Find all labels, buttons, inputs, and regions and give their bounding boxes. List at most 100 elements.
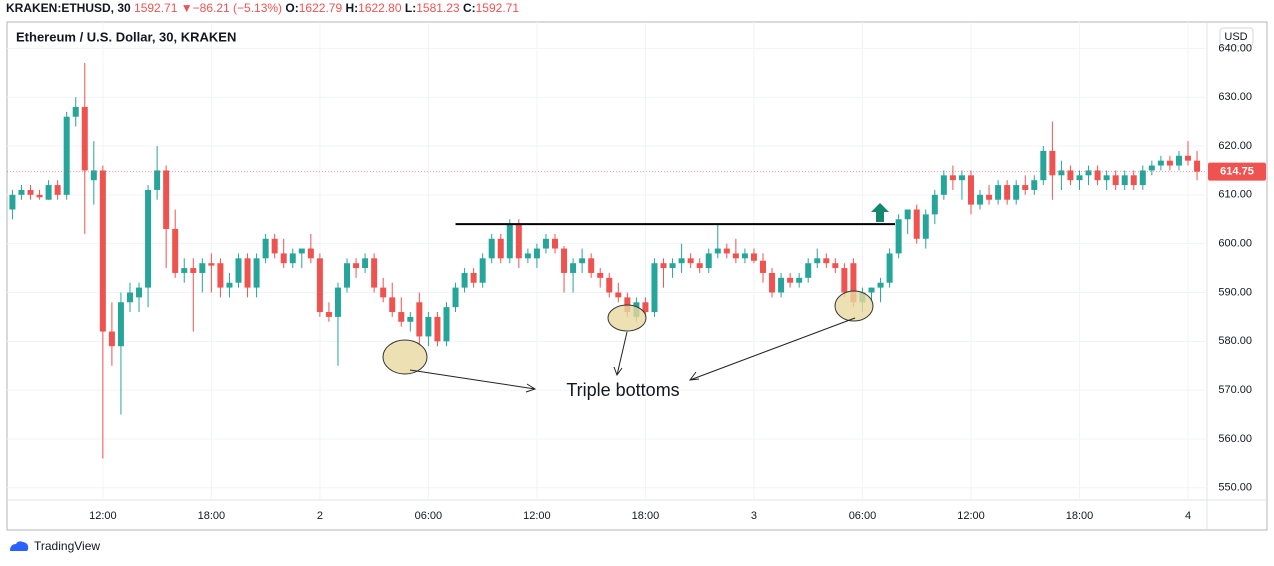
x-tick-label: 12:00 xyxy=(89,510,117,522)
candle-body xyxy=(461,272,468,288)
candle-body xyxy=(1157,160,1164,166)
o-label: O: xyxy=(285,1,299,15)
candle-body xyxy=(886,253,893,283)
candle-body xyxy=(1013,185,1020,200)
candle-body xyxy=(1067,170,1074,181)
open: 1622.79 xyxy=(298,1,343,15)
last-price-label: 614.75 xyxy=(1220,166,1254,178)
candle-body xyxy=(72,106,79,117)
bottom-marker xyxy=(607,304,647,332)
candle-body xyxy=(922,214,929,239)
candle-body xyxy=(1040,150,1047,181)
candle-body xyxy=(235,258,242,283)
arrow xyxy=(613,331,628,377)
candle-body xyxy=(967,175,974,205)
arrow xyxy=(409,369,537,393)
candle-body xyxy=(145,189,152,288)
candle-body xyxy=(90,170,97,181)
close: 1592.71 xyxy=(475,1,520,15)
x-tick-label: 06:00 xyxy=(849,510,877,522)
candle-body xyxy=(199,263,206,273)
grid xyxy=(7,22,1207,500)
x-tick-label: 18:00 xyxy=(632,510,660,522)
candle-body xyxy=(1166,160,1173,166)
candle-body xyxy=(36,194,43,198)
y-tick-label: 620.00 xyxy=(1218,140,1252,152)
candle-body xyxy=(163,170,170,230)
chart-title: Ethereum / U.S. Dollar, 30, KRAKEN xyxy=(16,29,236,44)
candle-body xyxy=(515,224,522,259)
candle-body xyxy=(949,175,956,181)
candle-body xyxy=(45,185,52,200)
candle-body xyxy=(678,258,685,264)
chart: Ethereum / U.S. Dollar, 30, KRAKEN USD T… xyxy=(6,21,1268,531)
candle-body xyxy=(660,263,667,269)
candle-body xyxy=(497,238,504,259)
candle-body xyxy=(759,260,766,273)
low: 1581.23 xyxy=(416,1,460,15)
candle-body xyxy=(63,116,70,195)
candle-body xyxy=(687,258,694,264)
candle-body xyxy=(1076,175,1083,181)
candle-body xyxy=(307,248,314,259)
candle-body xyxy=(642,302,649,313)
candle-body xyxy=(506,224,513,259)
candle-body xyxy=(280,253,287,264)
y-tick-label: 580.00 xyxy=(1218,335,1252,347)
candle-body xyxy=(253,258,260,288)
candle-body xyxy=(172,229,179,273)
y-tick-label: 550.00 xyxy=(1218,482,1252,494)
candle-body xyxy=(796,277,803,283)
unit-box xyxy=(1219,27,1254,47)
arrows xyxy=(409,317,856,393)
candle-body xyxy=(488,238,495,259)
candle-body xyxy=(217,263,224,288)
candle-body xyxy=(723,248,730,254)
candle-body xyxy=(389,297,396,313)
candle-body xyxy=(1175,155,1182,166)
candle-body xyxy=(732,253,739,259)
candle-body xyxy=(452,287,459,308)
candle-body xyxy=(615,292,622,298)
y-tick-label: 610.00 xyxy=(1218,189,1252,201)
y-tick-label: 590.00 xyxy=(1218,286,1252,298)
candle-body xyxy=(362,258,369,269)
candle-body xyxy=(850,263,857,303)
candle-body xyxy=(823,258,830,264)
candle-body xyxy=(334,287,341,317)
candle-body xyxy=(986,194,993,200)
y-tick-label: 630.00 xyxy=(1218,91,1252,103)
symbol: KRAKEN:ETHUSD, 30 xyxy=(6,1,131,15)
candle-body xyxy=(434,316,441,342)
bottom-marker xyxy=(382,339,428,375)
candle-body xyxy=(1049,150,1056,176)
y-tick-label: 560.00 xyxy=(1218,433,1252,445)
candle-body xyxy=(1185,155,1192,161)
candle-body xyxy=(542,238,549,249)
candle-body xyxy=(895,219,902,254)
candle-body xyxy=(344,263,351,288)
candle-body xyxy=(606,277,613,293)
candle-body xyxy=(244,258,251,288)
candle-body xyxy=(298,248,305,254)
y-axis-label: USD xyxy=(1224,31,1247,43)
candle-body xyxy=(904,209,911,220)
candle-body xyxy=(316,258,323,313)
candle-body xyxy=(741,253,748,259)
candle-body xyxy=(154,170,161,190)
candle-body xyxy=(705,253,712,269)
candle-body xyxy=(995,185,1002,200)
candle-body xyxy=(81,106,88,171)
candle-body xyxy=(470,272,477,283)
candle-body xyxy=(1130,175,1137,186)
candle-body xyxy=(868,287,875,293)
candle-body xyxy=(117,302,124,347)
candle-body xyxy=(579,258,586,264)
y-tick-label: 600.00 xyxy=(1218,238,1252,250)
candle-body xyxy=(787,277,794,283)
bottom-marker xyxy=(834,290,874,322)
candle-body xyxy=(524,253,531,259)
candle-body xyxy=(181,268,188,273)
candle-body xyxy=(353,263,360,269)
